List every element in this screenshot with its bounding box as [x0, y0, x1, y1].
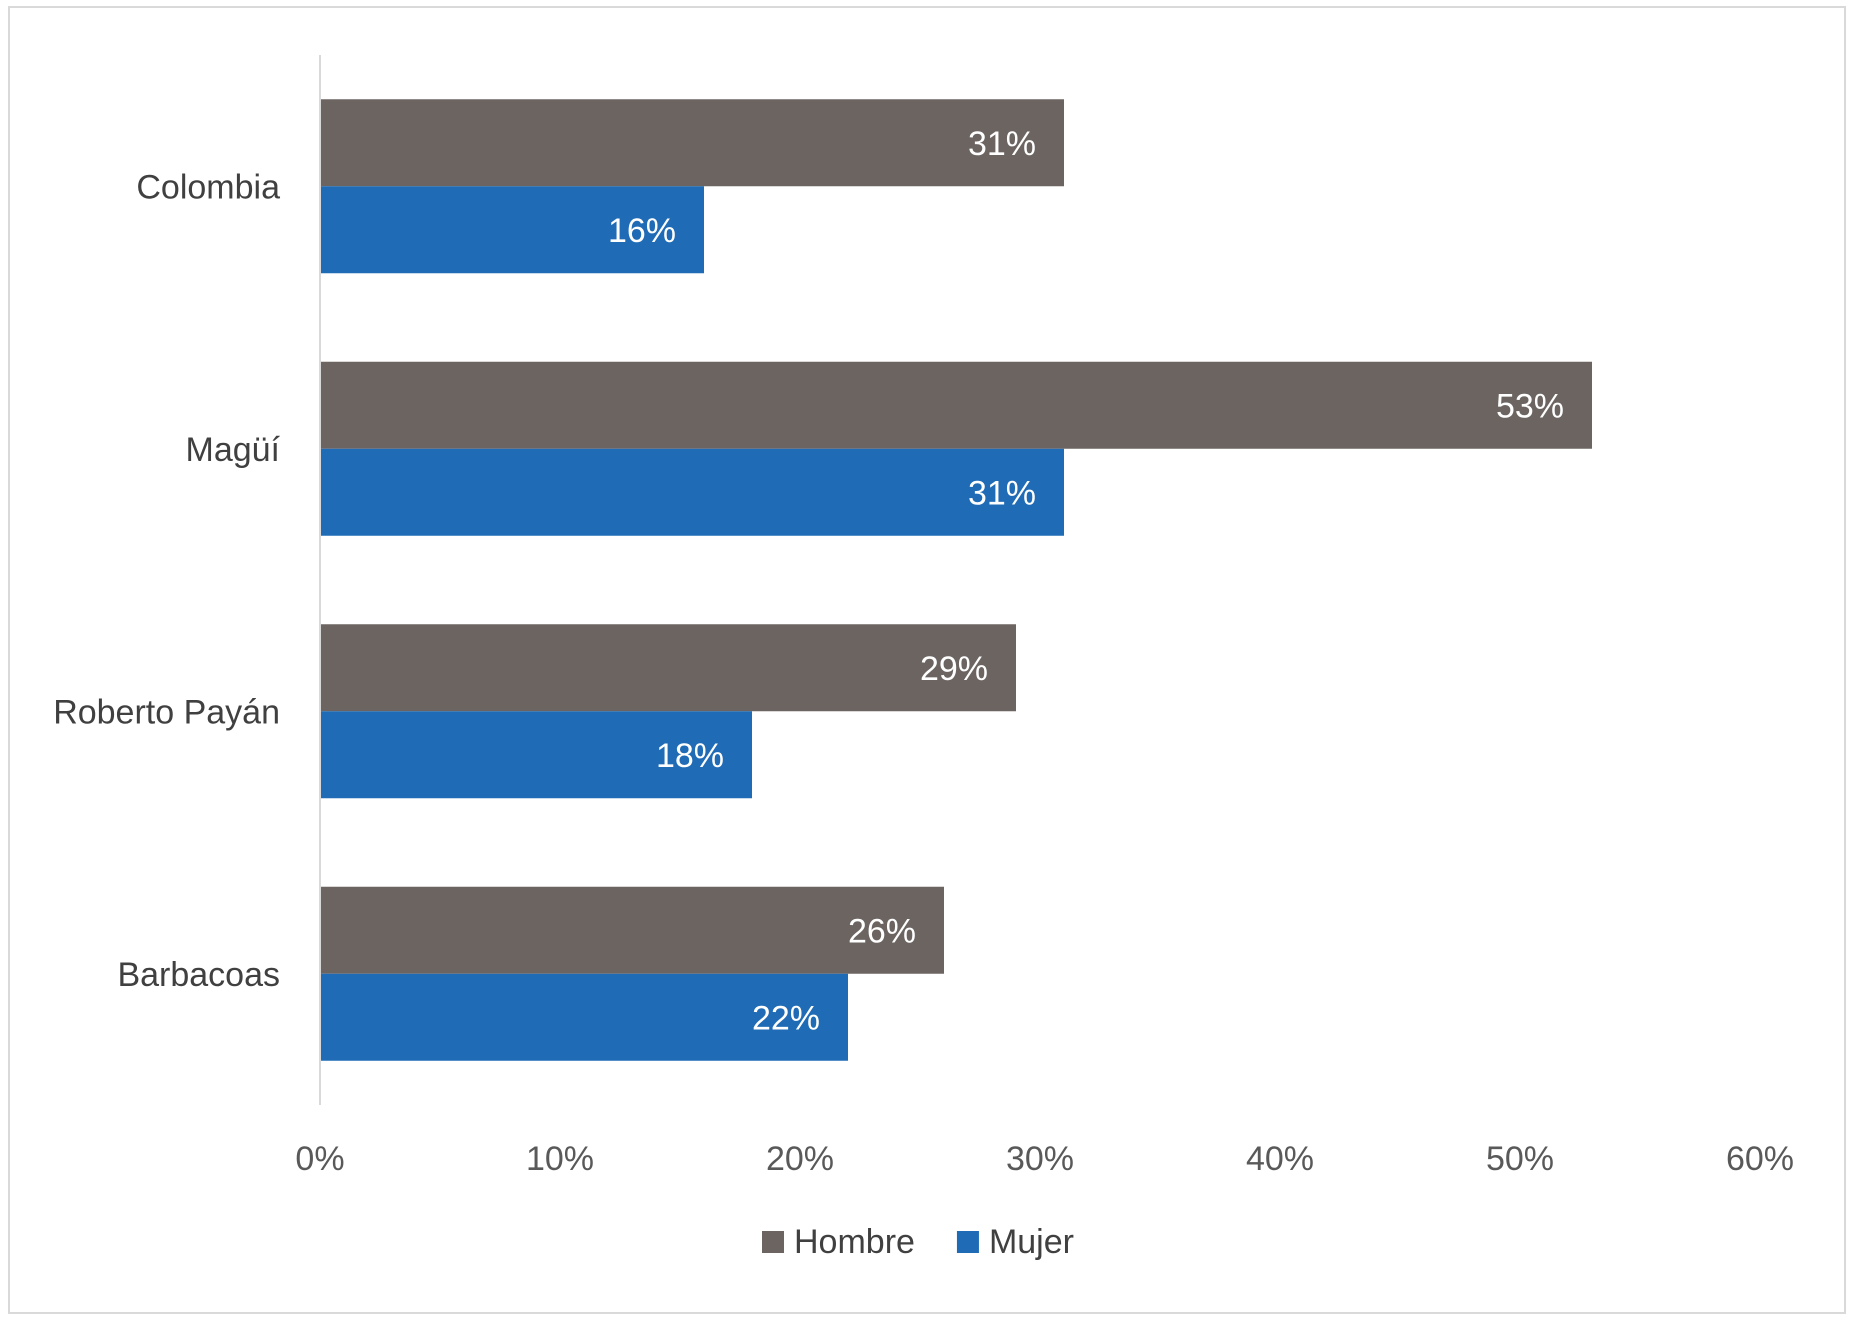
- x-tick-label: 10%: [526, 1140, 594, 1178]
- bar-mujer: [320, 448, 1064, 536]
- category-label: Magüí: [186, 431, 281, 469]
- bars-layer: 31% 16% 53% 31% 29% 18% 26% 22%: [320, 99, 1592, 1061]
- data-label-mujer: 18%: [656, 737, 724, 775]
- x-tick-label: 50%: [1486, 1140, 1554, 1178]
- bar-hombre: [320, 886, 944, 974]
- bar-hombre: [320, 99, 1064, 187]
- category-label: Colombia: [136, 168, 280, 206]
- category-label: Roberto Payán: [53, 693, 280, 731]
- data-label-hombre: 31%: [968, 125, 1036, 163]
- legend: Hombre Mujer: [762, 1223, 1074, 1261]
- data-label-hombre: 29%: [920, 650, 988, 688]
- bar-mujer: [320, 973, 848, 1061]
- bar-hombre: [320, 624, 1016, 712]
- legend-label-mujer: Mujer: [989, 1223, 1074, 1261]
- legend-swatch-mujer: [956, 1231, 979, 1253]
- bar-mujer: [320, 711, 752, 799]
- data-label-mujer: 16%: [608, 212, 676, 250]
- legend-label-hombre: Hombre: [794, 1223, 915, 1261]
- x-tick-label: 0%: [295, 1140, 344, 1178]
- data-label-hombre: 26%: [848, 912, 916, 950]
- bar-hombre: [320, 361, 1592, 449]
- data-label-mujer: 22%: [752, 999, 820, 1037]
- legend-swatch-hombre: [762, 1231, 784, 1253]
- bar-mujer: [320, 186, 704, 274]
- x-tick-labels: 0% 10% 20% 30% 40% 50% 60%: [295, 1140, 1794, 1178]
- data-label-mujer: 31%: [968, 474, 1036, 512]
- data-label-hombre: 53%: [1496, 387, 1564, 425]
- x-tick-label: 20%: [766, 1140, 834, 1178]
- x-tick-label: 60%: [1726, 1140, 1794, 1178]
- category-labels: Colombia Magüí Roberto Payán Barbacoas: [53, 168, 280, 994]
- category-label: Barbacoas: [117, 956, 280, 994]
- x-tick-label: 40%: [1246, 1140, 1314, 1178]
- x-tick-label: 30%: [1006, 1140, 1074, 1178]
